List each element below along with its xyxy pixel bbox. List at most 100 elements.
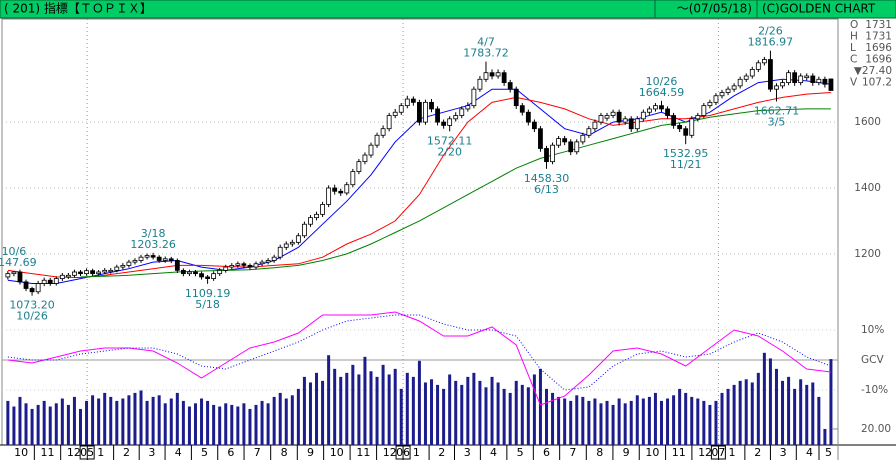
- volume-bar: [605, 400, 609, 445]
- osc-tick-label: GCV: [861, 354, 884, 366]
- candle-body: [816, 78, 822, 83]
- info-label: L: [850, 42, 856, 54]
- candle-body: [822, 78, 828, 85]
- volume-bar: [103, 392, 107, 445]
- candle-body: [289, 241, 295, 245]
- x-tick-label: 6: [227, 446, 234, 459]
- volume-bar: [442, 388, 446, 445]
- info-label: V: [850, 77, 858, 89]
- annotation-value: 1203.26: [130, 238, 176, 251]
- candle-body: [459, 108, 465, 116]
- volume-bar: [230, 404, 234, 445]
- volume-bar: [127, 395, 131, 445]
- candle-body: [798, 75, 804, 83]
- volume-bar: [97, 398, 101, 445]
- candle-body: [114, 266, 120, 271]
- volume-bar: [254, 404, 258, 445]
- volume-bar: [54, 403, 58, 445]
- candle-body: [828, 78, 834, 91]
- x-tick-label: 12: [67, 446, 81, 459]
- candle-body: [525, 111, 531, 123]
- candle-body: [671, 115, 676, 126]
- y-tick-label: 1200: [854, 248, 881, 260]
- volume-bar: [587, 400, 591, 445]
- header-bar: [0, 0, 896, 19]
- volume-bar: [6, 400, 10, 445]
- volume-bar: [351, 364, 355, 445]
- volume-bar: [599, 403, 603, 445]
- x-tick-label: 11: [356, 446, 370, 459]
- candle-body: [241, 263, 247, 266]
- candle-body: [574, 141, 580, 153]
- candle-body: [235, 263, 241, 266]
- candle-body: [598, 115, 604, 123]
- candle-body: [144, 255, 150, 258]
- volume-bar: [696, 398, 700, 445]
- volume-bar: [200, 398, 204, 445]
- volume-bar: [278, 392, 282, 445]
- volume-bar: [545, 388, 549, 445]
- x-tick-label: 4: [490, 446, 497, 459]
- candle-body: [65, 274, 71, 278]
- candle-body: [568, 141, 574, 153]
- info-change: ▼27.40: [854, 65, 892, 77]
- volume-bar: [12, 406, 16, 445]
- volume-bar: [78, 408, 82, 445]
- candle-body: [96, 271, 102, 275]
- x-tick-label: 10: [330, 446, 344, 459]
- candle-body: [610, 111, 616, 116]
- volume-bar: [242, 403, 246, 445]
- volume-bar: [109, 396, 113, 445]
- candle-body: [53, 278, 59, 284]
- volume-bar: [514, 380, 518, 445]
- volume-bar: [768, 358, 772, 445]
- x-tick-label: 7: [569, 446, 576, 459]
- info-value: 1696: [865, 54, 892, 66]
- candle-body: [804, 75, 810, 79]
- candle-body: [410, 98, 416, 103]
- volume-bar: [672, 395, 676, 445]
- volume-bar: [36, 404, 40, 445]
- volume-bar: [756, 372, 760, 445]
- volume-bar: [18, 396, 22, 445]
- volume-bar: [187, 406, 191, 445]
- volume-bar: [315, 372, 319, 445]
- candle-body: [314, 213, 319, 219]
- candle-body: [616, 111, 622, 123]
- candle-body: [350, 171, 356, 186]
- candle-body: [640, 111, 646, 120]
- volume-bar: [793, 388, 797, 445]
- volume-bar: [369, 371, 373, 445]
- candle-body: [156, 256, 162, 261]
- volume-bar: [272, 396, 276, 445]
- candle-body: [35, 283, 41, 293]
- volume-bar: [714, 400, 718, 445]
- candle-body: [447, 118, 453, 126]
- x-tick-label: 3: [148, 446, 155, 459]
- volume-bar: [72, 396, 76, 445]
- candle-body: [622, 118, 628, 123]
- annotation-value: 1109.19: [185, 287, 231, 300]
- annotation-date: 10/26: [16, 310, 48, 323]
- volume-bar: [405, 372, 409, 445]
- volume-bar: [787, 376, 791, 445]
- candle-body: [362, 154, 368, 163]
- volume-bar: [66, 404, 70, 445]
- volume-bar: [829, 359, 833, 445]
- candle-body: [344, 184, 350, 194]
- volume-bar: [321, 380, 325, 445]
- x-tick-label: 8: [596, 446, 603, 459]
- volume-bar: [115, 400, 119, 445]
- candle-body: [489, 72, 495, 77]
- volume-bar: [629, 400, 633, 445]
- candle-body: [628, 118, 634, 130]
- candle-body: [150, 255, 156, 258]
- candle-body: [253, 263, 259, 268]
- candle-body: [755, 62, 761, 70]
- volume-bar: [635, 395, 639, 445]
- volume-bar: [296, 388, 300, 445]
- annotation-date: 2/26: [758, 25, 783, 38]
- volume-bar: [805, 384, 809, 445]
- info-value: 1696: [865, 42, 892, 54]
